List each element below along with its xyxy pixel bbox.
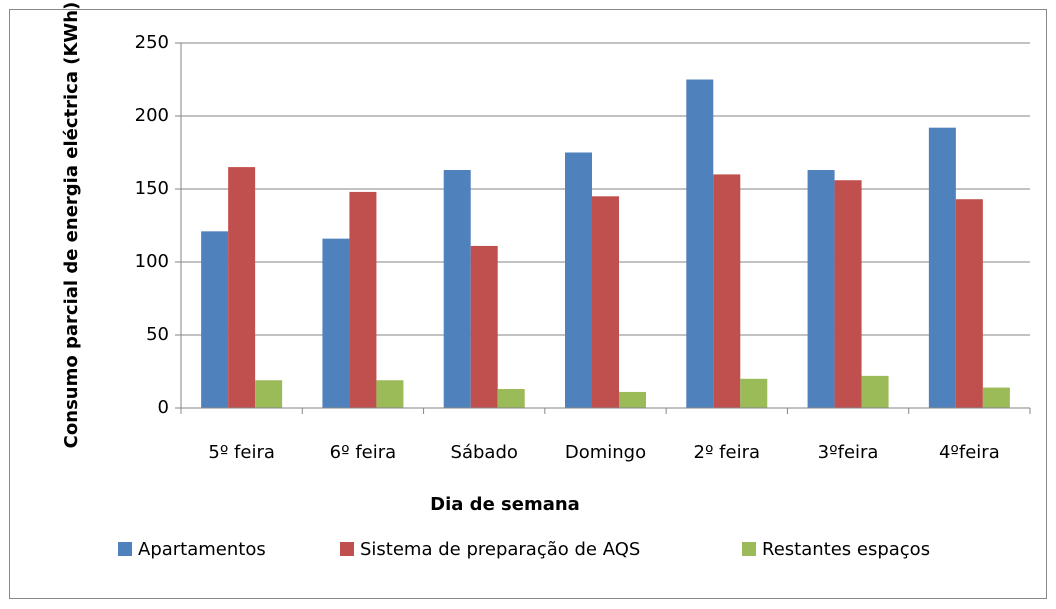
bar xyxy=(861,375,889,408)
x-tick-label: 3ºfeira xyxy=(818,442,879,463)
legend-swatch xyxy=(118,542,132,556)
x-tick-label: Domingo xyxy=(565,442,646,463)
bar xyxy=(497,389,525,408)
bar xyxy=(322,238,350,408)
y-tick-label: 0 xyxy=(158,397,169,418)
y-tick-label: 250 xyxy=(135,32,169,53)
x-tick-label: 5º feira xyxy=(208,442,275,463)
x-tick-label: 2º feira xyxy=(694,442,761,463)
y-axis-label: Consumo parcial de energia eléctrica (KW… xyxy=(61,2,82,449)
bar xyxy=(807,170,835,408)
bar xyxy=(376,380,404,408)
bar xyxy=(928,127,956,409)
legend-label: Sistema de preparação de AQS xyxy=(360,539,640,560)
x-tick-label: 6º feira xyxy=(330,442,397,463)
x-tick-label: 4ºfeira xyxy=(939,442,1000,463)
bar xyxy=(713,174,741,408)
bar xyxy=(255,380,283,408)
chart-border xyxy=(9,9,1047,599)
bar xyxy=(982,387,1010,408)
y-tick-label: 150 xyxy=(135,178,169,199)
x-axis-label: Dia de semana xyxy=(430,494,580,515)
bar xyxy=(201,231,229,408)
y-tick-label: 100 xyxy=(135,251,169,272)
bar xyxy=(349,191,377,408)
bar xyxy=(565,152,592,408)
y-tick-label: 200 xyxy=(135,105,169,126)
bar xyxy=(955,199,983,408)
bar xyxy=(470,245,498,408)
legend-label: Restantes espaços xyxy=(762,539,930,560)
legend-swatch xyxy=(340,542,354,556)
bar xyxy=(686,79,714,408)
x-tick-label: Sábado xyxy=(451,442,518,463)
bar xyxy=(740,378,768,408)
bar xyxy=(834,180,862,408)
bar xyxy=(443,170,471,408)
bar xyxy=(592,196,619,408)
bar xyxy=(619,391,646,408)
legend-swatch xyxy=(742,542,756,556)
bar xyxy=(228,167,256,408)
legend-label: Apartamentos xyxy=(138,539,266,560)
y-tick-label: 50 xyxy=(146,324,169,345)
